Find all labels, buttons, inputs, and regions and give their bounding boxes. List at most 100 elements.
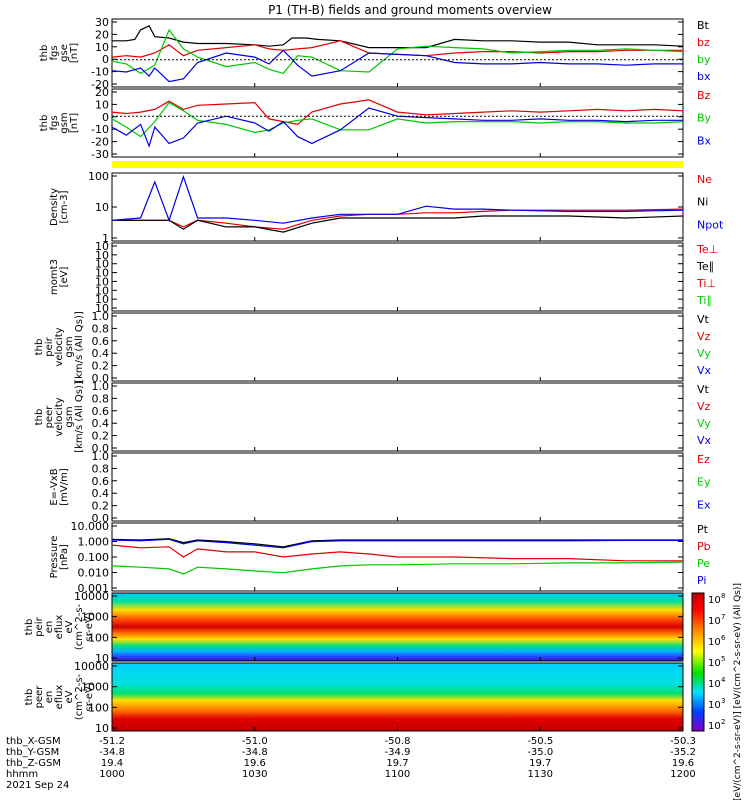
xaxis-row-value: 1130 — [528, 769, 553, 780]
peer_vel-ytick-label: 0.6 — [92, 405, 110, 418]
colorbar-label: [eV/(cm^2-s-sr-eV)] [eV/(cm^2-s-sr-eV) (… — [733, 583, 743, 800]
peer_en-spectrogram — [112, 663, 683, 731]
efield-ylabel: [mV/m] — [59, 468, 70, 506]
xaxis-row-value: -51.0 — [242, 736, 268, 747]
peir_vel-legend-Vz: Vz — [697, 330, 711, 343]
fgs-ytick-label: 0 — [102, 53, 109, 66]
mom-legend-Te⊥: Te⊥ — [696, 243, 718, 256]
peir_vel-ytick-label: 0.0 — [92, 372, 110, 385]
colorbar-tick: 10 — [708, 700, 721, 711]
mom-ytick-label: 10 — [95, 284, 109, 297]
panel-peer_en: 10000 1000 100 10 thb peer en eflux eV (cm^2-s-sr… — [24, 660, 684, 735]
peir_en-ylabel: eV — [64, 620, 75, 633]
density-legend-Ni: Ni — [697, 196, 708, 209]
mom-ytick-label: 10 — [95, 258, 109, 271]
efield-ytick-label: 0.8 — [92, 462, 110, 475]
fgs_gsm-legend-Bx: Bx — [697, 134, 712, 147]
peer_vel-ylabel: peer — [44, 405, 55, 429]
peir_vel-ytick-label: 0.6 — [92, 335, 110, 348]
efield-ytick-label: 1.0 — [92, 450, 110, 463]
fgs-ytick-label: 20 — [95, 28, 109, 41]
colorbar-tick: 10 — [708, 637, 721, 648]
xaxis-row-value: 1030 — [242, 769, 267, 780]
density-ytick-label: 1 — [102, 232, 109, 245]
peir_vel-ytick-label: 0.2 — [92, 360, 110, 373]
density-legend-Ne: Ne — [697, 173, 712, 186]
peer_en-ylabel: (cm^2-s- — [74, 673, 85, 720]
xaxis-row-value: 19.6 — [244, 758, 266, 769]
efield-ytick-label: 0.6 — [92, 475, 110, 488]
pressure-ytick-label: 0.001 — [78, 582, 110, 595]
peer_vel-ytick-label: 1.0 — [92, 380, 110, 393]
xaxis-row-value: 19.4 — [101, 758, 123, 769]
peir_vel-ylabel: velocity — [54, 327, 65, 366]
mom-frame — [111, 242, 684, 312]
colorbar-tick-exponent: 8 — [721, 592, 725, 600]
fgs-ylabel: fgs — [49, 45, 60, 60]
xaxis-row-value: -51.2 — [99, 736, 125, 747]
pressure-series-Pt — [111, 538, 683, 548]
density-ytick-label: 10 — [95, 201, 109, 214]
peir_vel-ytick-label: 0.8 — [92, 322, 110, 335]
fgs-ylabel: [nT] — [69, 43, 80, 63]
peir_vel-legend-Vt: Vt — [697, 313, 710, 326]
peer_vel-legend-Vt: Vt — [697, 383, 710, 396]
pressure-series-Pb — [111, 544, 683, 562]
peer_vel-ylabel: velocity — [54, 397, 65, 436]
xaxis-row-value: 1100 — [385, 769, 410, 780]
colorbar-tick: 10 — [708, 721, 721, 732]
peer_vel-ytick-label: 0.4 — [92, 417, 110, 430]
xaxis-row-value: 1000 — [99, 769, 124, 780]
peer_en-ytick-label: 1000 — [81, 681, 109, 694]
fgs_gsm-ytick-label: 0 — [102, 111, 109, 124]
xaxis-row-label: thb_Y-GSM — [6, 747, 59, 758]
colorbar-tick-exponent: 3 — [721, 697, 725, 705]
panel-pressure: 10.000 1.000 0.100 0.010 0.001 Pressure [nPa] P… — [49, 520, 711, 595]
fgs_gsm-ytick-label: -30 — [91, 148, 109, 161]
fgs_gsm-ylabel: gsm — [59, 112, 70, 133]
peer_vel-legend-Vz: Vz — [697, 400, 711, 413]
fgs_gsm-series-Bx — [111, 107, 683, 148]
fgs_gsm-legend-By: By — [697, 112, 712, 125]
peer_vel-ylabel: [km/s (All Qs)] — [74, 381, 85, 453]
panel-peir_vel: 1.00.80.60.40.20.0 thb peir velocity gsm [km/… — [34, 310, 712, 385]
efield-ytick-label: 0.4 — [92, 487, 110, 500]
efield-legend-Ez: Ez — [697, 453, 710, 466]
density-frame — [111, 172, 684, 242]
efield-ytick-label: 0.0 — [92, 512, 110, 525]
mom-ytick-label: 10 — [95, 275, 109, 288]
colorbar-tick: 10 — [708, 658, 721, 669]
peir_vel-ytick-label: 0.4 — [92, 347, 110, 360]
fgs-series-bx — [111, 49, 683, 83]
mom-ylabel: momt3 — [49, 259, 60, 295]
xaxis-row-value: 1200 — [670, 769, 695, 780]
fgs-ytick-label: -20 — [91, 78, 109, 91]
density-ylabel: [cm-3] — [59, 190, 70, 223]
xaxis-row-value: -35.0 — [527, 747, 553, 758]
panel-peir_en: 10000 1000 100 10 thb peir en eflux eV (cm^2-s-sr… — [24, 590, 684, 665]
fgs-series-bz — [111, 40, 683, 58]
xaxis-row-value: -34.9 — [385, 747, 411, 758]
peir_en-ylabel: thb — [24, 619, 35, 636]
peir_en-ytick-label: 1000 — [81, 611, 109, 624]
density-ylabel: Density — [49, 188, 60, 226]
peir_vel-legend-Vx: Vx — [697, 364, 712, 377]
pressure-ytick-label: 0.010 — [78, 567, 110, 580]
colorbar-tick-exponent: 7 — [721, 613, 725, 621]
fgs-frame — [111, 18, 684, 88]
pressure-legend-Pt: Pt — [697, 523, 709, 536]
peer_en-ytick-label: 100 — [88, 701, 109, 714]
colorbar-tick: 10 — [708, 679, 721, 690]
mom-ytick-label: 10 — [95, 240, 109, 253]
peer_vel-ylabel: thb — [34, 409, 45, 426]
colorbar-tick-exponent: 6 — [721, 634, 726, 642]
panel-efield: 1.00.80.60.40.20.0 E=-VxB [mV/m] Ez Ey Ex — [49, 450, 711, 525]
fgs-legend-bz: bz — [697, 36, 710, 49]
colorbar — [691, 592, 705, 732]
peer_en-ylabel: thb — [24, 689, 35, 706]
density-ytick-label: 100 — [88, 170, 109, 183]
fgs-ylabel: gse — [59, 44, 70, 62]
